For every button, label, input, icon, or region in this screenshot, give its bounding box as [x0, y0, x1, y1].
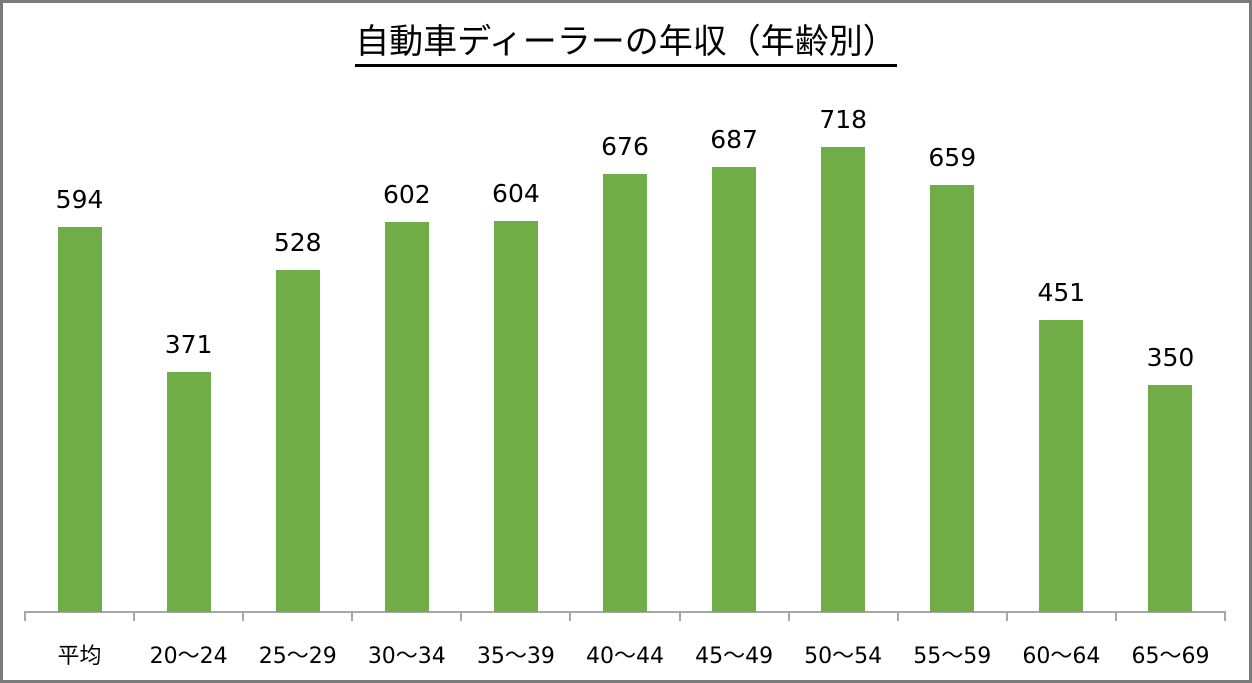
- data-label: 659: [928, 142, 977, 172]
- x-axis-tick: [896, 611, 899, 621]
- bar: [930, 184, 975, 612]
- data-label: 604: [492, 178, 540, 208]
- chart-title-text: 自動車ディーラーの年収（年齢別）: [355, 22, 897, 67]
- data-label: 528: [273, 227, 322, 257]
- x-axis-tick: [24, 611, 26, 621]
- bar: [384, 221, 429, 612]
- bar: [603, 173, 647, 612]
- x-axis-category-label: 25～29: [258, 644, 337, 669]
- x-axis-tick: [569, 611, 572, 621]
- x-axis-line: [25, 611, 1225, 613]
- x-axis-tick: [678, 611, 681, 621]
- x-axis-tick: [787, 611, 790, 621]
- x-axis-category-label: 30～34: [367, 644, 446, 669]
- data-label: 371: [164, 329, 213, 359]
- x-axis-tick: [133, 611, 136, 621]
- x-axis-tick: [460, 611, 463, 621]
- x-axis-category-label: 45～49: [695, 644, 774, 669]
- bar: [166, 371, 211, 612]
- bar: [821, 146, 866, 612]
- x-axis-category-label: 60～64: [1022, 644, 1101, 669]
- x-axis-category-label: 50～54: [804, 644, 883, 669]
- x-axis-tick: [1224, 611, 1226, 621]
- x-axis-category-label: 20～24: [149, 644, 228, 669]
- data-label: 676: [601, 131, 649, 161]
- x-axis-tick: [1114, 611, 1117, 621]
- x-axis-tick: [351, 611, 354, 621]
- x-axis-category-label: 55～59: [913, 644, 992, 669]
- x-axis-category-label: 65～69: [1131, 644, 1210, 669]
- x-axis-category-label: 平均: [57, 644, 102, 669]
- chart-title: 自動車ディーラーの年収（年齢別）: [0, 22, 1252, 67]
- data-label: 451: [1037, 277, 1086, 307]
- data-label: 718: [819, 104, 868, 134]
- bar: [1148, 385, 1193, 612]
- bar: [493, 220, 538, 612]
- bar: [57, 227, 102, 612]
- x-axis-category-label: 40～44: [586, 644, 664, 669]
- bar: [275, 269, 320, 612]
- bar: [712, 166, 757, 612]
- data-label: 594: [55, 185, 104, 215]
- bar: [1039, 319, 1084, 612]
- x-axis-category-label: 35～39: [476, 644, 555, 669]
- data-label: 602: [382, 179, 431, 209]
- data-label: 350: [1146, 343, 1195, 373]
- x-axis-tick: [1005, 611, 1008, 621]
- data-label: 687: [710, 124, 758, 154]
- x-axis-tick: [242, 611, 245, 621]
